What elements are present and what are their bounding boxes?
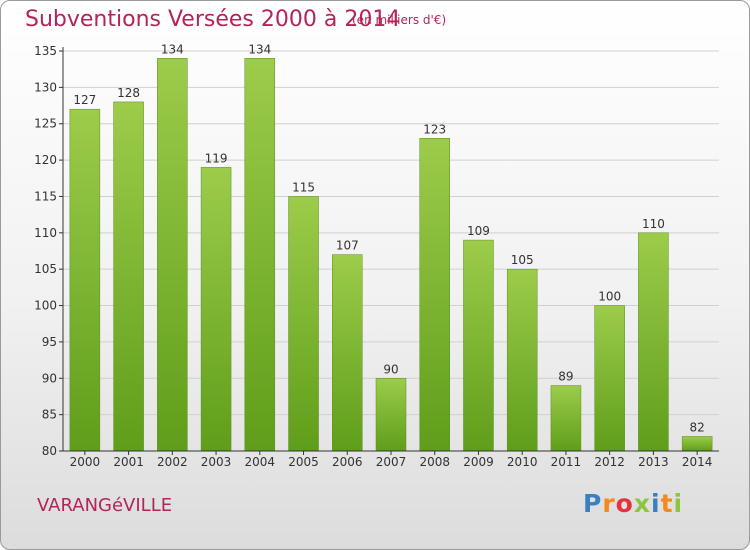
bar (550, 385, 582, 452)
x-tick-label: 2011 (551, 455, 582, 469)
data-label: 123 (423, 122, 446, 136)
data-label: 100 (598, 290, 621, 304)
x-tick-label: 2001 (113, 455, 144, 469)
bar (157, 58, 188, 452)
axes (59, 47, 719, 455)
bar (69, 108, 101, 452)
bar (113, 101, 144, 452)
logo-letter: t (660, 489, 674, 518)
data-label: 134 (248, 42, 271, 56)
data-label: 107 (336, 239, 359, 253)
x-tick-label: 2003 (201, 455, 232, 469)
data-label: 127 (73, 93, 96, 107)
labels: 80 85 90 95 100 105 110 115 120 125 130 135 127 2000 1… (34, 42, 712, 469)
bar (638, 232, 669, 452)
y-tick-label: 105 (34, 262, 57, 276)
x-tick-label: 2007 (376, 455, 407, 469)
x-tick-label: 2008 (419, 455, 450, 469)
logo-letter: i (673, 489, 684, 518)
y-tick-label: 125 (34, 117, 57, 131)
bars (69, 58, 713, 452)
y-tick-label: 95 (42, 335, 57, 349)
y-tick-label: 80 (42, 444, 57, 458)
bar (681, 436, 713, 452)
bar (244, 58, 276, 452)
x-tick-label: 2000 (70, 455, 101, 469)
x-tick-label: 2014 (682, 455, 713, 469)
x-tick-label: 2013 (638, 455, 669, 469)
x-tick-label: 2004 (245, 455, 276, 469)
x-tick-label: 2012 (594, 455, 625, 469)
y-tick-label: 135 (34, 44, 57, 58)
logo-letter: r (602, 489, 616, 518)
chart-title: Subventions Versées 2000 à 2014 (25, 7, 401, 32)
logo-letter: i (651, 489, 661, 518)
bar (419, 138, 450, 452)
x-tick-label: 2010 (507, 455, 538, 469)
data-label: 109 (467, 224, 490, 238)
bar (594, 305, 625, 452)
bar (375, 378, 407, 452)
data-label: 89 (558, 370, 573, 384)
chart-subtitle: (en milliers d'€) (352, 13, 447, 27)
data-label: 110 (642, 217, 665, 231)
y-tick-label: 120 (34, 153, 57, 167)
bar (332, 254, 363, 452)
y-tick-label: 115 (34, 189, 57, 203)
bar (288, 196, 319, 452)
x-tick-label: 2005 (288, 455, 319, 469)
logo-letter: o (615, 489, 634, 518)
logo-letter: P (583, 489, 603, 518)
x-tick-label: 2006 (332, 455, 363, 469)
data-label: 105 (511, 253, 534, 267)
bar (506, 268, 538, 452)
bar (463, 239, 494, 452)
y-tick-label: 110 (34, 226, 57, 240)
x-tick-label: 2002 (157, 455, 188, 469)
data-label: 90 (383, 362, 398, 376)
y-tick-label: 100 (34, 299, 57, 313)
y-tick-label: 90 (42, 371, 57, 385)
commune-name: VARANGéVILLE (37, 495, 173, 516)
y-tick-label: 85 (42, 408, 57, 422)
data-label: 134 (161, 42, 184, 56)
proxiti-logo[interactable]: Proxiti (583, 489, 683, 518)
bar (200, 167, 232, 452)
data-label: 119 (205, 151, 228, 165)
data-label: 128 (117, 86, 140, 100)
logo-letter: x (633, 489, 651, 518)
data-label: 82 (689, 420, 704, 434)
x-tick-label: 2009 (463, 455, 494, 469)
data-label: 115 (292, 180, 315, 194)
y-tick-label: 130 (34, 80, 57, 94)
